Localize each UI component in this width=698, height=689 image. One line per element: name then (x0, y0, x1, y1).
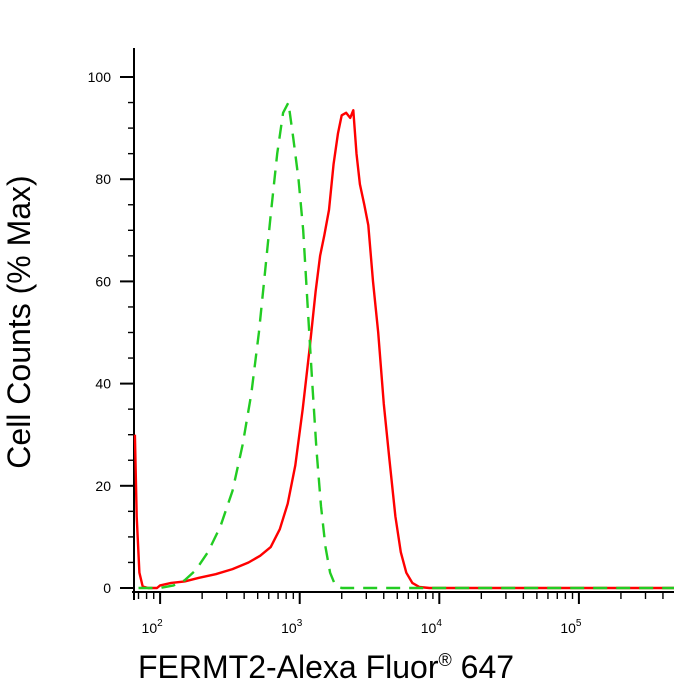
y-tick-label: 20 (95, 478, 111, 494)
axes (120, 48, 674, 604)
y-tick-label: 100 (88, 69, 112, 85)
x-tick-label: 104 (421, 618, 443, 636)
y-axis-title: Cell Counts (% Max) (1, 175, 37, 468)
y-tick-label: 60 (95, 273, 111, 289)
x-axis-title-main: FERMT2-Alexa Fluor (138, 649, 439, 685)
x-tick-label: 103 (281, 618, 303, 636)
y-tick-label: 0 (103, 580, 111, 596)
y-tick-label: 80 (95, 171, 111, 187)
series-0-line (133, 109, 674, 590)
x-axis-title: FERMT2-Alexa Fluor® 647 (138, 649, 514, 685)
x-tick-label: 102 (142, 618, 164, 636)
x-tick-label: 105 (560, 618, 582, 636)
y-tick-labels: 0 20 40 60 80 100 (88, 69, 112, 596)
x-axis-title-suffix: 647 (452, 649, 514, 685)
x-axis-title-registered: ® (439, 650, 452, 670)
x-tick-labels: 102 103 104 105 (142, 618, 582, 636)
series-1-line (138, 101, 674, 590)
series-layer (133, 101, 674, 590)
y-tick-label: 40 (95, 376, 111, 392)
